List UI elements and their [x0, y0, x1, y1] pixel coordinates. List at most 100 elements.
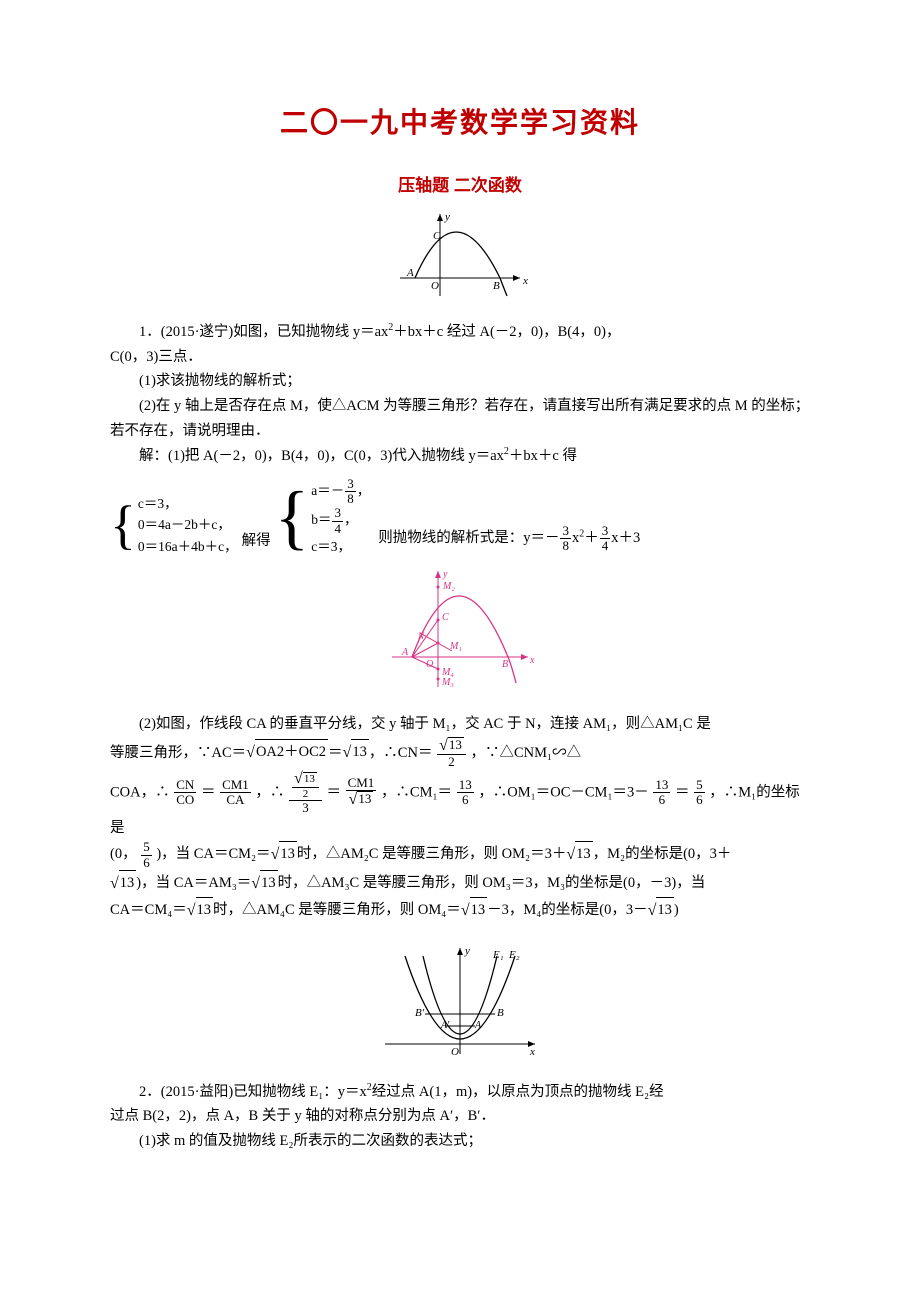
p2c4: ＝: [326, 784, 341, 800]
p2d2: )，当 CA＝CM₂＝: [156, 846, 270, 862]
p2c2: ＝: [201, 784, 216, 800]
p2c3: ，∴: [255, 784, 284, 800]
sol2-line-d: (0， 56 )，当 CA＝CM₂＝√13时，△AM₂C 是等腰三角形，则 OM…: [110, 840, 810, 870]
r13f: 13: [470, 897, 488, 923]
p2d6: 时，△AM₃C 是等腰三角形，则 OM₃＝3，M₃的坐标是(0，－3)，当: [278, 875, 706, 891]
svg-text:A: A: [401, 647, 409, 658]
svg-text:x: x: [529, 655, 535, 666]
sys2-l1n: 3: [345, 477, 356, 492]
sys2-l2n: 3: [332, 506, 343, 521]
r13e: 13: [196, 897, 214, 923]
svg-text:E₂: E₂: [508, 949, 520, 961]
sys-tail: 则抛物线的解析式是：y＝－38x2＋34x＋3: [378, 524, 640, 554]
p2d3: 时，△AM₂C 是等腰三角形，则 OM₂＝3＋: [297, 846, 567, 862]
f56n: 5: [694, 778, 705, 793]
p2e2: 时，△AM₄C 是等腰三角形，则 OM₄＝: [213, 902, 461, 918]
svg-text:C: C: [433, 230, 441, 242]
r13d: 13: [260, 870, 278, 896]
sys2-l1t: ，: [357, 483, 371, 498]
problem-1-sol-intro: 解：(1)把 A(－2，0)，B(4，0)，C(0，3)代入抛物线 y＝ax2＋…: [110, 443, 810, 468]
f132n: 13: [448, 737, 464, 752]
sys1-l3: 0＝16a＋4b＋c，: [138, 536, 238, 558]
r13g: 13: [656, 897, 674, 923]
sys2-l2: b＝34，: [311, 506, 370, 536]
p1-lead: 1．(2015·遂宁)如图，已知抛物线 y＝ax: [139, 324, 388, 340]
sol2-line-d2: √13)，当 CA＝AM₃＝√13时，△AM₃C 是等腰三角形，则 OM₃＝3，…: [110, 870, 810, 897]
p2c6: ，∴OM₁＝OC－CM₁＝3－: [478, 784, 648, 800]
problem-1-line1: 1．(2015·遂宁)如图，已知抛物线 y＝ax2＋bx＋c 经过 A(－2，0…: [110, 319, 810, 344]
p2e3: －3，M₄的坐标是(0，3－: [487, 902, 648, 918]
p3b: 经过点 A(1，m)，以原点为顶点的抛物线 E₂经: [372, 1084, 664, 1100]
p1-sol-post: ＋bx＋c 得: [509, 448, 577, 464]
p2d1: (0，: [110, 846, 137, 862]
figure-1: y x A O C B: [110, 206, 810, 311]
f56bn: 5: [141, 840, 152, 855]
system-2: { a＝－38， b＝34， c＝3，: [275, 477, 371, 558]
title-sub: 压轴题 二次函数: [110, 172, 810, 201]
svg-text:C: C: [442, 612, 449, 623]
problem-1-q2: (2)在 y 轴上是否存在点 M，使△ACM 为等腰三角形？若存在，请直接写出所…: [110, 394, 810, 443]
svg-text:O: O: [451, 1046, 459, 1058]
sys-tail-c: ＋: [584, 530, 599, 546]
sys2-l1a: a＝－: [311, 483, 344, 498]
svg-text:M₃: M₃: [441, 677, 454, 688]
svg-text:y: y: [442, 569, 448, 580]
problem-2-line2: 过点 B(2，2)，点 A，B 关于 y 轴的对称点分别为点 A′，B′．: [110, 1104, 810, 1129]
svg-text:N: N: [417, 631, 425, 641]
cm1d: 13: [357, 791, 373, 806]
p1-mid: ＋bx＋c 经过 A(－2，0)，B(4，0)，: [393, 324, 620, 340]
f3d: 3: [289, 801, 322, 815]
sys1-l1: c＝3，: [138, 493, 238, 515]
svg-text:E₁: E₁: [492, 949, 504, 961]
equation-system-row: { c＝3， 0＝4a－2b＋c， 0＝16a＋4b＋c， 解得 { a＝－38…: [110, 477, 810, 558]
svg-text:A: A: [474, 1020, 482, 1031]
sys2-l3: c＝3，: [311, 536, 370, 558]
system-1: { c＝3， 0＝4a－2b＋c， 0＝16a＋4b＋c，: [110, 493, 238, 558]
p2b4: ，∵△CNM₁∽△: [471, 744, 582, 760]
cncod: CO: [174, 793, 196, 807]
p2d4: ，M₂的坐标是(0，3＋: [593, 846, 732, 862]
p2r1: OA2＋OC2: [255, 739, 328, 765]
f56bd: 6: [141, 856, 152, 870]
cmcan: CM1: [220, 778, 251, 793]
problem-1-q1: (1)求该抛物线的解析式；: [110, 369, 810, 394]
svg-text:B: B: [502, 659, 508, 670]
sol2-line-c: COA，∴ CNCO ＝ CM1CA ，∴ √1323 ＝ CM1√13 ，∴C…: [110, 770, 810, 841]
sys2-l1: a＝－38，: [311, 477, 370, 507]
sys2-l2a: b＝: [311, 512, 331, 527]
sol2-line-a: (2)如图，作线段 CA 的垂直平分线，交 y 轴于 M₁，交 AC 于 N，连…: [110, 712, 810, 737]
svg-text:y: y: [464, 945, 470, 957]
problem-2-line1: 2．(2015·益阳)已知抛物线 E₁：y＝x2经过点 A(1，m)，以原点为顶…: [110, 1079, 810, 1104]
sys1-l2: 0＝4a－2b＋c，: [138, 514, 238, 536]
r13b: 13: [575, 841, 593, 867]
svg-text:B′: B′: [415, 1007, 425, 1019]
svg-text:x: x: [522, 275, 528, 287]
svg-text:x: x: [529, 1046, 535, 1058]
sys-tail-a: 则抛物线的解析式是：y＝－: [378, 530, 559, 546]
p2c7: ＝: [675, 784, 690, 800]
p2c5: ，∴CM₁＝: [381, 784, 452, 800]
sys-mid: 解得: [242, 529, 271, 554]
cncon: CN: [174, 778, 196, 793]
svg-text:A′: A′: [440, 1020, 450, 1031]
svg-text:B: B: [493, 280, 500, 292]
title-main: 二〇一九中考数学学习资料: [110, 100, 810, 148]
svg-text:O: O: [426, 659, 433, 670]
sys2-l2d: 4: [332, 522, 343, 536]
p2b2: ＝: [328, 744, 343, 760]
problem-1-line2: C(0，3)三点．: [110, 345, 810, 370]
svg-text:A: A: [406, 267, 414, 279]
cmcad: CA: [220, 793, 251, 807]
svg-text:y: y: [444, 211, 450, 223]
sol2-line-e: CA＝CM₄＝√13时，△AM₄C 是等腰三角形，则 OM₄＝√13－3，M₄的…: [110, 897, 810, 924]
sys2-l1d: 8: [345, 492, 356, 506]
p3a: 2．(2015·益阳)已知抛物线 E₁：y＝x: [139, 1084, 367, 1100]
sys2-l2t: ，: [344, 512, 358, 527]
f34d: 4: [600, 539, 611, 553]
f132d: 2: [437, 755, 466, 769]
p2e4: ): [674, 902, 679, 918]
f38n: 3: [560, 524, 571, 539]
p2b3: ，∴CN＝: [369, 744, 433, 760]
svg-text:B: B: [497, 1007, 504, 1019]
f132bd: 2: [292, 788, 319, 800]
